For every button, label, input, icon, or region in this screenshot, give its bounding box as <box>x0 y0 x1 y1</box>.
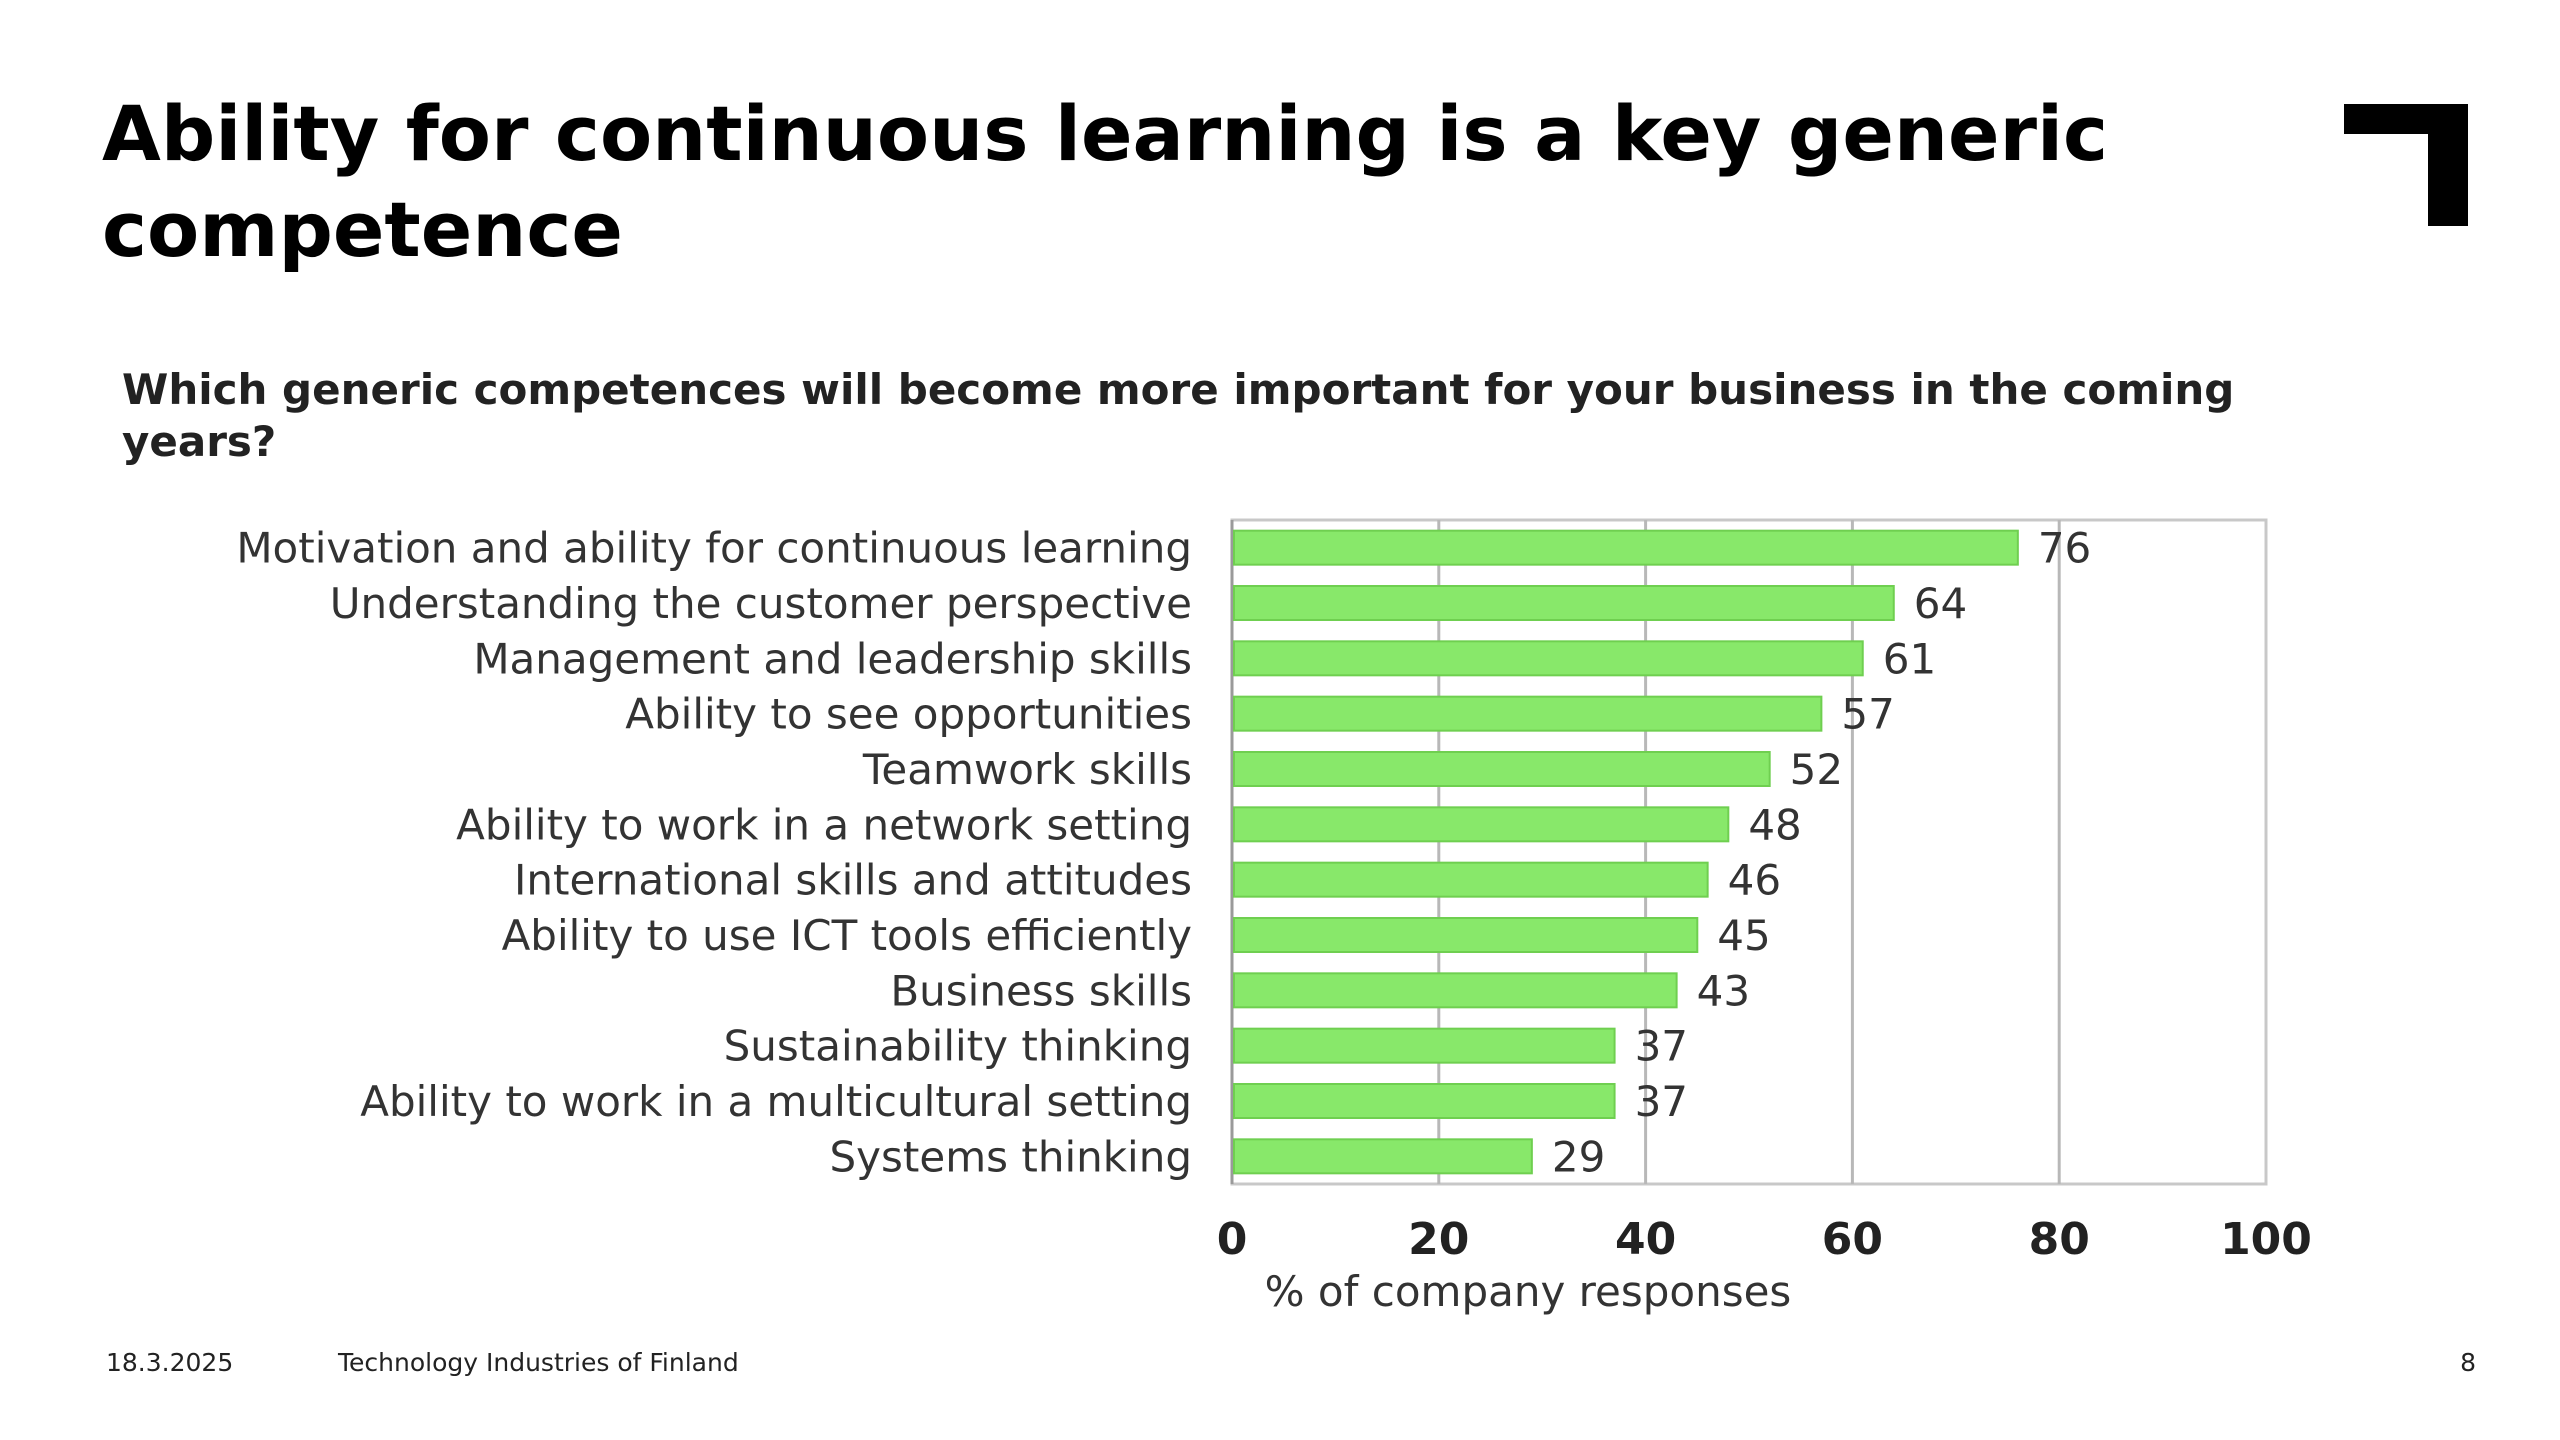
category-label-10: Sustainability thinking <box>724 1022 1192 1071</box>
bar-4 <box>1233 695 1823 732</box>
category-label-5: Teamwork skills <box>862 745 1192 794</box>
data-label-7: 46 <box>1728 856 1781 905</box>
category-label-8: Ability to use ICT tools efficiently <box>502 911 1192 960</box>
bar-3 <box>1233 640 1864 677</box>
data-label-1: 76 <box>2038 524 2091 573</box>
category-label-2: Understanding the customer perspective <box>330 579 1192 628</box>
chart-question: Which generic competences will become mo… <box>122 365 2235 466</box>
category-label-3: Management and leadership skills <box>473 634 1192 683</box>
page-title: Ability for continuous learning is a key… <box>102 89 2109 274</box>
x-tick-label-80: 80 <box>2029 1214 2090 1265</box>
x-tick-label-20: 20 <box>1408 1214 1469 1265</box>
data-label-5: 52 <box>1790 745 1843 794</box>
data-label-9: 43 <box>1697 966 1750 1015</box>
corner-logo-mark <box>2344 104 2468 226</box>
category-label-1: Motivation and ability for continuous le… <box>236 524 1192 573</box>
data-label-2: 64 <box>1914 579 1967 628</box>
data-label-10: 37 <box>1635 1022 1688 1071</box>
category-label-11: Ability to work in a multicultural setti… <box>360 1077 1192 1126</box>
x-axis-title: % of company responses <box>1265 1267 1792 1316</box>
data-label-6: 48 <box>1748 800 1801 849</box>
category-label-9: Business skills <box>890 966 1192 1015</box>
category-label-7: International skills and attitudes <box>514 856 1192 905</box>
bar-10 <box>1233 1027 1616 1064</box>
bar-11 <box>1233 1083 1616 1119</box>
plot-area <box>1230 518 2268 1186</box>
category-label-12: Systems thinking <box>830 1132 1193 1181</box>
data-label-11: 37 <box>1635 1077 1688 1126</box>
bar-8 <box>1233 917 1699 953</box>
footer-date: 18.3.2025 <box>106 1348 234 1377</box>
bar-1 <box>1233 529 2019 566</box>
data-label-3: 61 <box>1883 634 1936 683</box>
data-label-4: 57 <box>1841 690 1894 739</box>
page-number: 8 <box>2460 1348 2476 1377</box>
bar-9 <box>1233 972 1678 1009</box>
bar-6 <box>1233 806 1730 843</box>
x-tick-label-100: 100 <box>2220 1214 2312 1265</box>
category-label-4: Ability to see opportunities <box>625 690 1192 739</box>
x-tick-label-0: 0 <box>1217 1214 1248 1265</box>
category-label-6: Ability to work in a network setting <box>456 800 1192 849</box>
data-label-8: 45 <box>1717 911 1770 960</box>
bar-12 <box>1233 1138 1533 1175</box>
footer-organization: Technology Industries of Finland <box>338 1348 739 1377</box>
x-tick-label-40: 40 <box>1615 1214 1676 1265</box>
bar-5 <box>1233 751 1771 787</box>
x-tick-label-60: 60 <box>1822 1214 1883 1265</box>
bar-2 <box>1233 585 1895 621</box>
bar-7 <box>1233 861 1709 898</box>
data-label-12: 29 <box>1552 1132 1605 1181</box>
